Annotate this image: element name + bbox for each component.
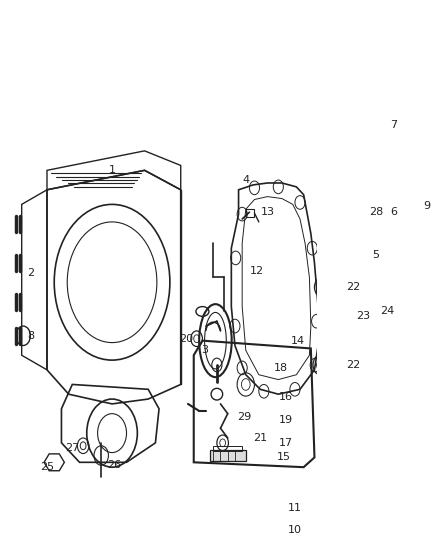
Text: 20: 20 (180, 334, 194, 344)
Text: 6: 6 (391, 207, 398, 217)
Text: 14: 14 (291, 336, 305, 345)
Text: 21: 21 (253, 433, 267, 443)
Text: 13: 13 (261, 207, 275, 217)
Text: 16: 16 (279, 392, 293, 402)
Text: 27: 27 (65, 443, 79, 453)
Text: 29: 29 (237, 411, 251, 422)
Text: 25: 25 (40, 462, 54, 472)
Text: 22: 22 (346, 360, 360, 370)
Bar (246, 209, 254, 217)
Text: 24: 24 (380, 306, 394, 317)
Bar (210, 450, 246, 462)
Text: 8: 8 (27, 331, 34, 341)
Bar (213, 446, 242, 450)
Text: 9: 9 (423, 201, 430, 212)
Text: 12: 12 (250, 265, 264, 276)
Text: 26: 26 (107, 460, 121, 470)
Text: 19: 19 (279, 415, 293, 425)
Text: 3: 3 (201, 345, 208, 356)
Text: 2: 2 (27, 268, 34, 278)
Text: 11: 11 (288, 503, 302, 513)
Text: 28: 28 (369, 207, 383, 217)
Text: 15: 15 (277, 453, 291, 463)
Text: 7: 7 (390, 119, 398, 130)
Text: 18: 18 (273, 363, 288, 373)
Text: 22: 22 (346, 282, 360, 292)
Text: 10: 10 (288, 526, 302, 533)
Text: 17: 17 (279, 438, 293, 448)
Text: 1: 1 (109, 165, 116, 175)
Text: 4: 4 (242, 175, 249, 185)
Text: 5: 5 (372, 250, 379, 260)
Text: 23: 23 (356, 311, 370, 321)
